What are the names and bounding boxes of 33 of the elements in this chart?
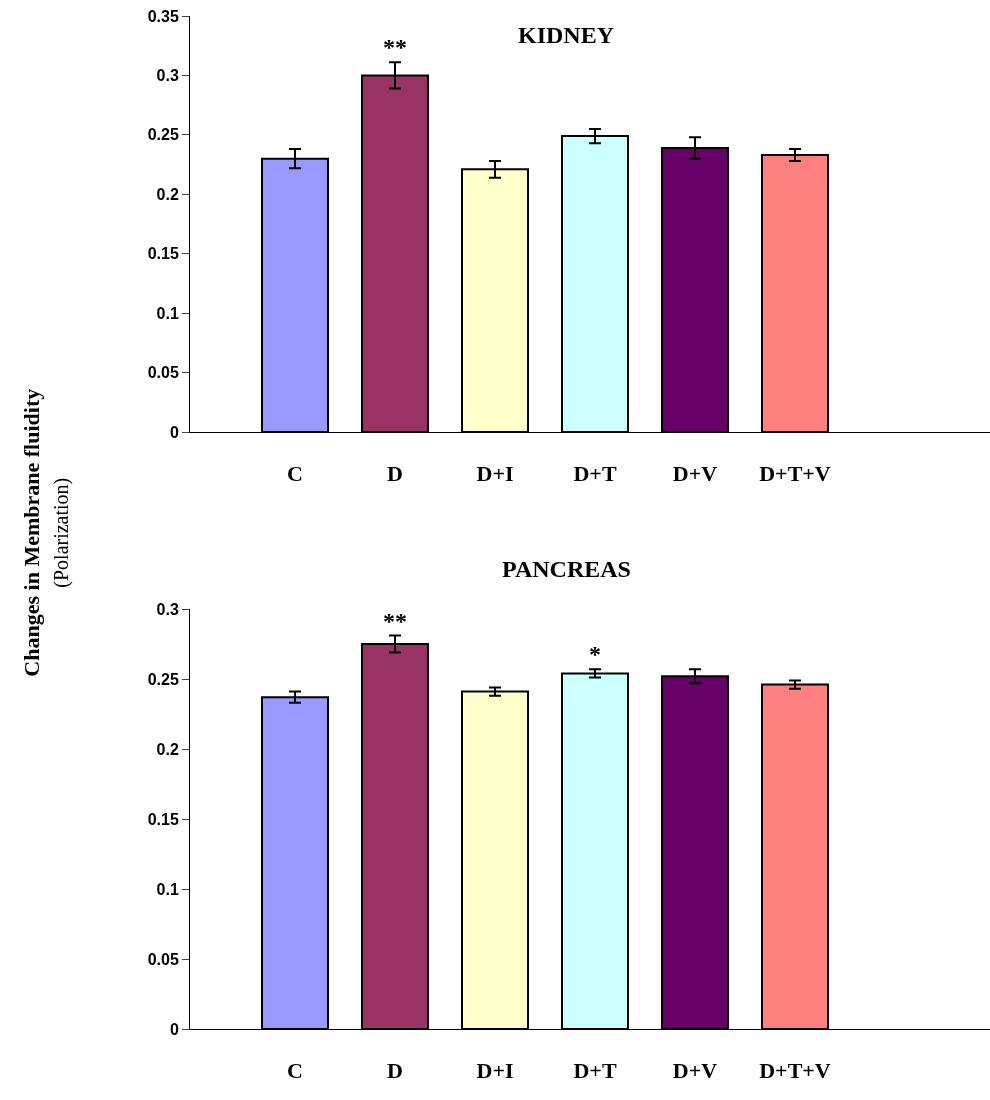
y-tick-label: 0.2 — [156, 740, 179, 758]
x-tick-label: D+V — [672, 461, 718, 487]
y-tick-label: 0 — [169, 423, 179, 441]
x-tick-label: D+T — [573, 461, 617, 487]
y-tick-label: 0.05 — [147, 950, 179, 968]
y-tick-label: 0.2 — [156, 185, 179, 203]
y-tick-label: 0.1 — [156, 880, 179, 898]
x-tick-label: C — [287, 1058, 303, 1084]
x-tick-label: D+V — [672, 1058, 718, 1084]
y-tick-label: 0.3 — [156, 600, 179, 618]
x-tick-label: D+T — [573, 1058, 617, 1084]
y-tick-label: 0 — [169, 1020, 179, 1038]
y-tick-label: 0.05 — [147, 364, 179, 382]
y-tick-label: 0.35 — [147, 7, 179, 25]
annotation: * — [589, 641, 601, 667]
y-tick-label: 0.3 — [156, 67, 179, 85]
y-tick-label: 0.25 — [147, 670, 179, 688]
x-tick-label: D — [387, 1058, 403, 1084]
x-tick-label: D+T+V — [759, 1058, 831, 1084]
y-axis-title: Changes in Membrane fluidity (Polarization) — [19, 388, 73, 677]
x-tick-label: D+I — [476, 461, 514, 487]
annotation: ** — [383, 608, 407, 634]
chart-title: KIDNEY — [518, 22, 615, 48]
y-tick-label: 0.15 — [147, 810, 179, 828]
y-tick-label: 0.25 — [147, 126, 179, 144]
annotation: ** — [383, 34, 407, 60]
y-tick-label: 0.15 — [147, 245, 179, 263]
x-tick-label: C — [287, 461, 303, 487]
y-tick-label: 0.1 — [156, 304, 179, 322]
chart-title: PANCREAS — [502, 556, 631, 582]
x-tick-label: D+I — [476, 1058, 514, 1084]
x-tick-label: D — [387, 461, 403, 487]
x-tick-label: D+T+V — [759, 461, 831, 487]
